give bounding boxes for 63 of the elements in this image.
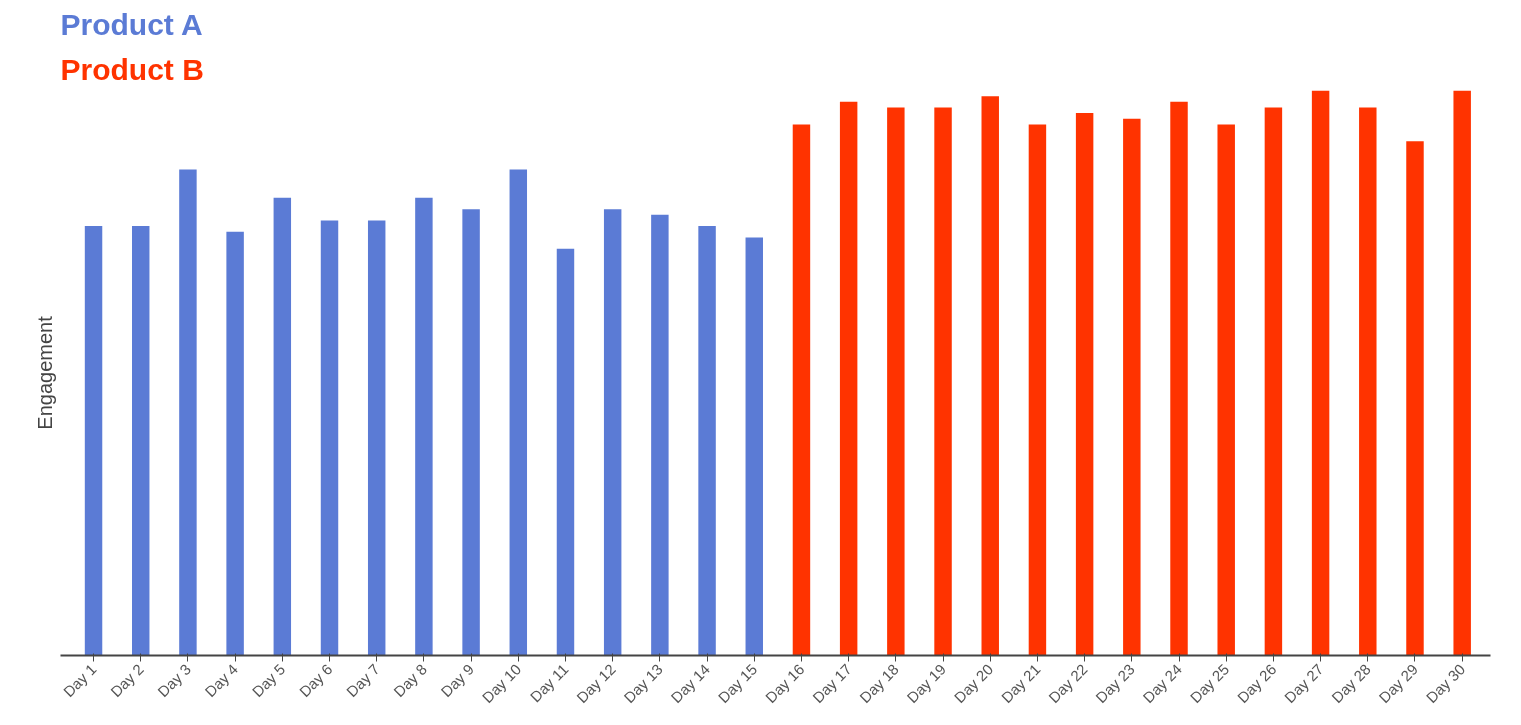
x-tick-label: Day 11 bbox=[526, 660, 572, 706]
x-tick-label: Day 19 bbox=[903, 660, 950, 707]
bar bbox=[698, 226, 716, 656]
x-tick-label: Day 13 bbox=[620, 660, 666, 707]
x-tick-label: Day 9 bbox=[437, 660, 478, 701]
bar bbox=[462, 209, 480, 656]
x-tick-label: Day 24 bbox=[1139, 660, 1186, 707]
bar bbox=[1406, 141, 1424, 656]
x-tick-label: Day 23 bbox=[1092, 660, 1138, 707]
x-tick-label: Day 29 bbox=[1375, 660, 1421, 707]
bar bbox=[226, 231, 244, 656]
x-tick-label: Day 17 bbox=[809, 660, 855, 707]
bar bbox=[887, 107, 905, 656]
x-tick-label: Day 30 bbox=[1422, 660, 1469, 707]
x-tick-label: Day 16 bbox=[761, 660, 808, 707]
x-tick-label: Day 2 bbox=[107, 660, 147, 701]
x-tick-label: Day 6 bbox=[295, 660, 336, 701]
bar bbox=[179, 169, 197, 656]
y-axis-title: Engagement bbox=[33, 315, 56, 430]
bar bbox=[556, 248, 575, 656]
x-tick-label: Day 8 bbox=[390, 660, 430, 701]
x-tick-label: Day 18 bbox=[856, 660, 902, 707]
bar bbox=[509, 169, 528, 656]
x-tick-label: Day 28 bbox=[1328, 660, 1374, 707]
bar bbox=[1311, 90, 1330, 656]
bar bbox=[1453, 90, 1471, 656]
text: Product A bbox=[60, 7, 203, 41]
bar bbox=[1264, 107, 1283, 656]
bar bbox=[320, 220, 339, 656]
x-tick-label: Day 4 bbox=[201, 660, 242, 701]
x-tick-label: Day 12 bbox=[573, 660, 619, 707]
bar bbox=[415, 197, 433, 656]
bar bbox=[1075, 113, 1094, 656]
bar bbox=[84, 226, 103, 656]
bar bbox=[1028, 124, 1047, 656]
x-tick-label: Day 10 bbox=[478, 660, 525, 707]
x-tick-label: Day 26 bbox=[1233, 660, 1280, 707]
x-tick-label: Day 7 bbox=[342, 660, 383, 701]
x-tick-label: Day 15 bbox=[714, 660, 761, 707]
x-tick-label: Day 20 bbox=[950, 660, 997, 707]
bar bbox=[745, 237, 763, 656]
x-tick-label: Day 3 bbox=[154, 660, 194, 701]
x-tick-label: Day 27 bbox=[1280, 660, 1327, 707]
x-tick-label: Day 25 bbox=[1186, 660, 1233, 707]
x-tick-label: Day 22 bbox=[1045, 660, 1091, 707]
bar bbox=[1217, 124, 1235, 656]
bar bbox=[651, 214, 669, 656]
x-tick-label: Day 1 bbox=[59, 660, 100, 701]
bar bbox=[934, 107, 952, 656]
bar bbox=[792, 124, 811, 656]
text: Product B bbox=[60, 52, 204, 86]
bar bbox=[1123, 118, 1141, 656]
bar bbox=[839, 101, 858, 656]
bar bbox=[603, 209, 622, 656]
bar bbox=[132, 226, 150, 656]
bar bbox=[1170, 101, 1188, 656]
x-tick-label: Day 14 bbox=[667, 660, 714, 707]
x-tick-label: Day 5 bbox=[248, 660, 289, 701]
bar bbox=[367, 220, 386, 656]
bar bbox=[1359, 107, 1377, 656]
bar bbox=[981, 96, 999, 656]
bar bbox=[273, 197, 292, 656]
x-tick-label: Day 21 bbox=[997, 660, 1044, 707]
